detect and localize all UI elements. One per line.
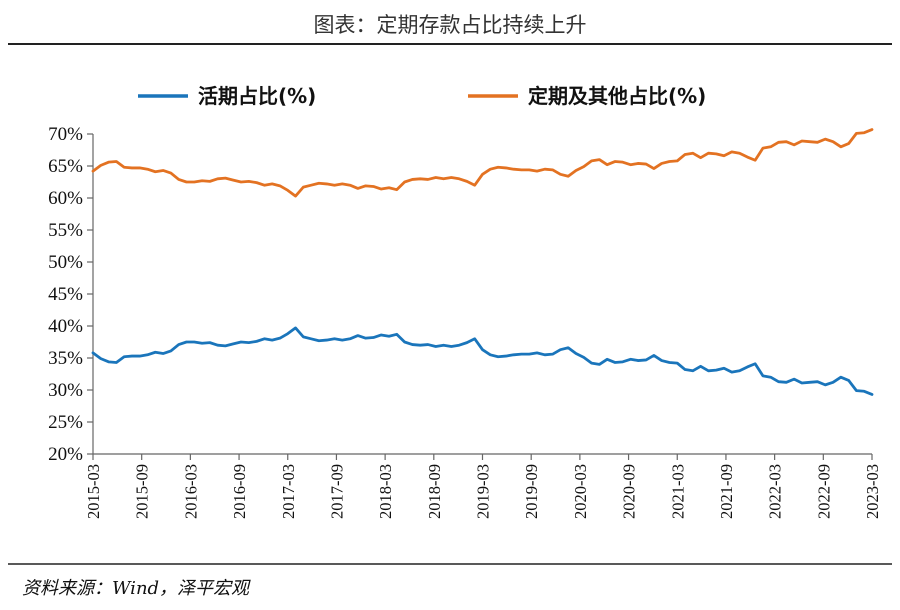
y-tick-label: 60%: [48, 188, 83, 209]
x-tick-label: 2022-03: [766, 464, 785, 519]
x-axis: 2015-03 2015-09 2016-03 2016-09 2017-03 2017-…: [84, 453, 882, 519]
x-tick-label: 2019-09: [522, 464, 541, 519]
y-tick-label: 30%: [48, 380, 83, 401]
x-tick-label: 2021-09: [717, 464, 736, 519]
x-tick-label: 2022-09: [814, 464, 833, 519]
chart-title: 图表：定期存款占比持续上升: [314, 13, 587, 37]
x-tick-label: 2016-09: [230, 464, 249, 519]
x-tick-label: 2020-03: [571, 464, 590, 519]
x-tick-label: 2015-03: [84, 464, 103, 519]
x-tick-label: 2023-03: [863, 464, 882, 519]
x-tick-label: 2015-09: [133, 464, 152, 519]
x-tick-label: 2016-03: [181, 464, 200, 519]
y-tick-label: 50%: [48, 252, 83, 273]
y-tick-label: 25%: [48, 412, 83, 433]
x-tick-label: 2018-09: [425, 464, 444, 519]
source-note: 资料来源：Wind，泽平宏观: [22, 578, 251, 599]
x-tick-label: 2020-09: [620, 464, 639, 519]
y-axis: 20% 25% 30% 35% 40% 45% 50% 55% 60% 65% 70%: [48, 124, 94, 465]
y-tick-label: 55%: [48, 220, 83, 241]
x-tick-label: 2021-03: [668, 464, 687, 519]
plot-lines: [91, 128, 874, 396]
y-tick-label: 40%: [48, 316, 83, 337]
x-tick-label: 2017-09: [327, 464, 346, 519]
x-tick-label: 2018-03: [376, 464, 395, 519]
series-line-demand: [91, 326, 874, 396]
legend-label-time: 定期及其他占比(%): [528, 84, 706, 108]
y-tick-label: 20%: [48, 444, 83, 465]
x-tick-label: 2019-03: [474, 464, 493, 519]
series-line-time: [91, 128, 874, 198]
x-tick-label: 2017-03: [279, 464, 298, 519]
y-tick-label: 35%: [48, 348, 83, 369]
legend: 活期占比(%) 定期及其他占比(%): [138, 84, 706, 108]
y-tick-label: 45%: [48, 284, 83, 305]
legend-label-demand: 活期占比(%): [198, 84, 316, 108]
y-tick-label: 70%: [48, 124, 83, 145]
y-tick-label: 65%: [48, 156, 83, 177]
